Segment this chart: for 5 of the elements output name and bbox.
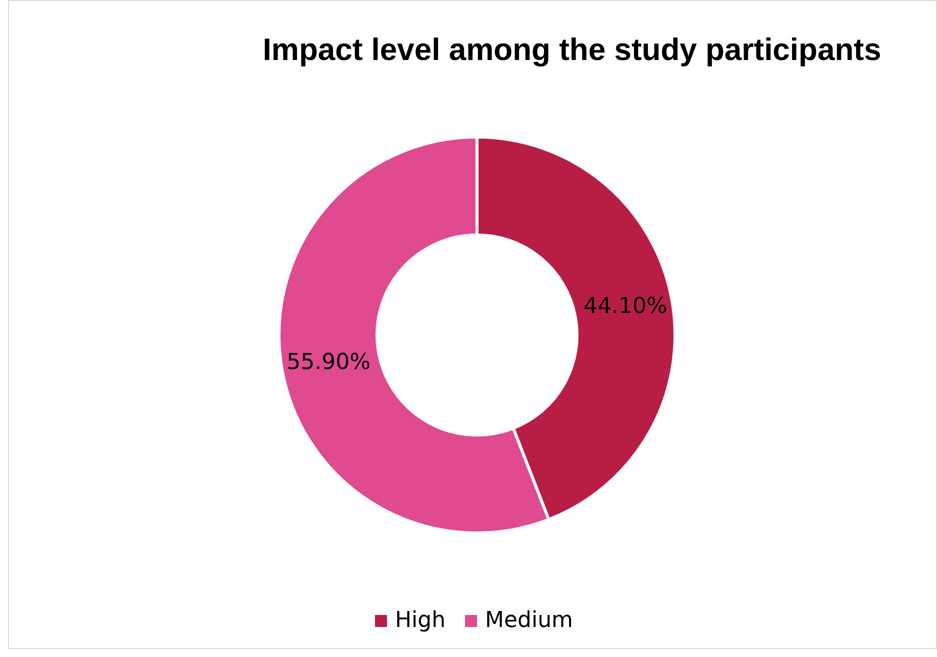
- legend-label: Medium: [485, 608, 573, 634]
- data-label: 55.90%: [286, 350, 371, 375]
- chart-title: Impact level among the study participants: [262, 32, 882, 67]
- legend-label: High: [395, 608, 446, 634]
- data-label: 44.10%: [583, 294, 668, 320]
